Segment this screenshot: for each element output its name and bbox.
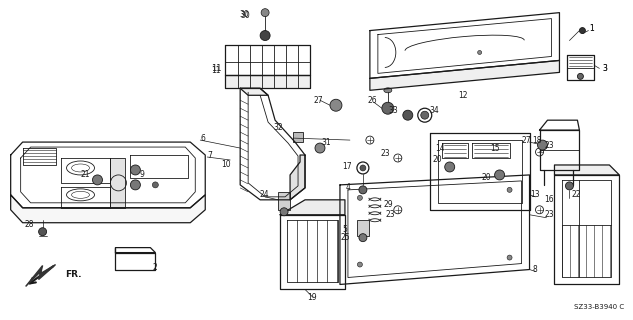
Circle shape <box>478 51 482 54</box>
Text: 5: 5 <box>342 225 348 234</box>
Text: 4: 4 <box>346 183 351 192</box>
Circle shape <box>577 73 584 79</box>
Text: 22: 22 <box>572 190 581 199</box>
Text: 32: 32 <box>273 123 283 132</box>
Circle shape <box>494 170 505 180</box>
Circle shape <box>507 188 512 192</box>
Circle shape <box>579 28 586 34</box>
Text: 12: 12 <box>458 91 467 100</box>
Circle shape <box>537 140 548 150</box>
Circle shape <box>130 180 141 190</box>
Text: 11: 11 <box>211 66 221 75</box>
Text: 27: 27 <box>522 136 531 145</box>
Text: 30: 30 <box>239 10 249 19</box>
Text: 29: 29 <box>383 200 392 209</box>
Polygon shape <box>11 195 205 223</box>
Text: 23: 23 <box>380 148 390 157</box>
Text: 25: 25 <box>340 233 350 242</box>
Circle shape <box>330 99 342 111</box>
Circle shape <box>359 234 367 242</box>
Bar <box>357 220 369 236</box>
Polygon shape <box>290 155 305 200</box>
Circle shape <box>565 182 573 190</box>
Circle shape <box>315 143 325 153</box>
Polygon shape <box>280 200 345 215</box>
Text: 20: 20 <box>433 156 442 164</box>
Circle shape <box>280 208 288 216</box>
Text: 10: 10 <box>222 160 231 170</box>
Text: 3: 3 <box>602 64 607 73</box>
Text: 33: 33 <box>388 106 398 115</box>
Text: 6: 6 <box>201 133 206 143</box>
Polygon shape <box>225 76 310 88</box>
Text: 20: 20 <box>482 173 491 182</box>
Text: 21: 21 <box>81 171 91 180</box>
Circle shape <box>358 195 363 200</box>
Text: 13: 13 <box>530 190 539 199</box>
Bar <box>293 132 303 142</box>
Text: 23: 23 <box>544 210 555 219</box>
Polygon shape <box>370 60 560 90</box>
Text: 23: 23 <box>385 210 394 219</box>
Ellipse shape <box>384 88 392 93</box>
Text: 11: 11 <box>211 64 222 73</box>
Circle shape <box>445 162 454 172</box>
Text: 3: 3 <box>602 64 607 73</box>
Text: 18: 18 <box>532 136 541 145</box>
Circle shape <box>360 165 366 171</box>
Text: 1: 1 <box>589 24 594 33</box>
Text: 16: 16 <box>544 195 555 204</box>
Text: 14: 14 <box>435 144 444 153</box>
Circle shape <box>260 31 270 41</box>
Text: 2: 2 <box>153 263 158 272</box>
Text: 28: 28 <box>25 220 34 229</box>
Text: 8: 8 <box>532 265 537 274</box>
Text: 15: 15 <box>490 144 499 153</box>
Text: 9: 9 <box>140 171 145 180</box>
Text: SZ33-B3940 C: SZ33-B3940 C <box>574 304 624 310</box>
Circle shape <box>358 262 363 267</box>
Polygon shape <box>26 265 56 286</box>
Text: 26: 26 <box>367 96 377 105</box>
Circle shape <box>382 102 394 114</box>
Text: 1: 1 <box>589 24 594 33</box>
Text: 19: 19 <box>307 293 317 302</box>
Circle shape <box>421 111 429 119</box>
Circle shape <box>39 228 47 236</box>
Circle shape <box>153 182 158 188</box>
Text: 24: 24 <box>260 190 269 199</box>
Polygon shape <box>240 88 268 95</box>
Text: 27: 27 <box>313 96 323 105</box>
Polygon shape <box>555 165 619 175</box>
Circle shape <box>261 9 269 17</box>
Polygon shape <box>110 158 125 208</box>
Circle shape <box>403 110 413 120</box>
Text: 31: 31 <box>321 138 331 147</box>
Text: FR.: FR. <box>66 270 82 279</box>
Circle shape <box>507 255 512 260</box>
Text: 23: 23 <box>544 140 555 149</box>
Text: 7: 7 <box>208 150 213 160</box>
Circle shape <box>92 175 103 185</box>
Circle shape <box>130 165 141 175</box>
Text: 17: 17 <box>342 163 352 172</box>
Circle shape <box>359 186 367 194</box>
Bar <box>278 192 290 210</box>
Text: 34: 34 <box>430 106 439 115</box>
Text: 30: 30 <box>241 11 250 20</box>
